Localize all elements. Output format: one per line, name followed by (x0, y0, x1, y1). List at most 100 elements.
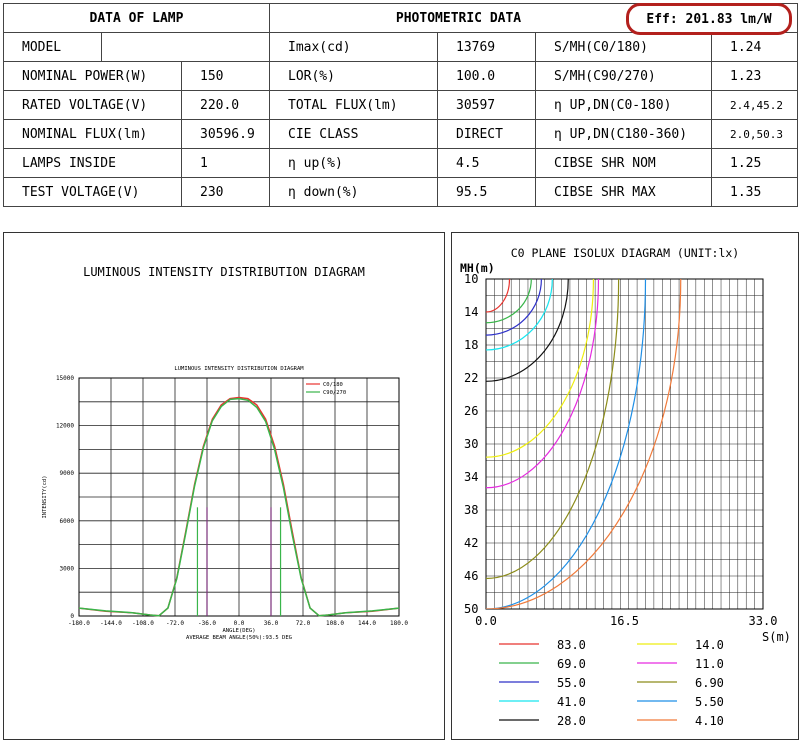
photo-value-2: 1.23 (710, 61, 799, 91)
y-tick-label: 38 (464, 503, 478, 517)
x-tick-label: -72.0 (166, 620, 184, 627)
legend-label: 14.0 (695, 638, 724, 652)
y-tick-label: 26 (464, 404, 478, 418)
chart-title: LUMINOUS INTENSITY DISTRIBUTION DIAGRAM (83, 265, 365, 279)
legend-label: 6.90 (695, 676, 724, 690)
photo-value: 100.0 (437, 61, 536, 91)
isolux-curve-11.0 (486, 279, 600, 489)
y-tick-label: 18 (464, 338, 478, 352)
photo-label: LOR(%) (269, 61, 438, 91)
lamp-value: 220.0 (181, 90, 270, 120)
photo-label-2: η UP,DN(C180-360) (535, 119, 712, 149)
x-tick-label: 72.0 (296, 620, 311, 627)
x-tick-label: -180.0 (68, 620, 90, 627)
photo-label-2: S/MH(C90/270) (535, 61, 712, 91)
x-axis-label: ANGLE(DEG) (222, 628, 255, 634)
photo-value-2: 1.24 (710, 32, 799, 62)
legend-label: 69.0 (557, 657, 586, 671)
legend-label: 28.0 (557, 714, 586, 728)
lamp-data-header: DATA OF LAMP (3, 3, 270, 33)
legend-label: 4.10 (695, 714, 724, 728)
photometric-spec-table: DATA OF LAMP PHOTOMETRIC DATA MODEL Imax… (3, 3, 799, 207)
photo-value: 4.5 (437, 148, 536, 178)
isolux-curve-28.0 (486, 279, 569, 382)
legend-label: 5.50 (695, 695, 724, 709)
photo-value-2: 2.0,50.3 (710, 119, 799, 149)
photo-value: DIRECT (437, 119, 536, 149)
x-tick-label: -108.0 (132, 620, 154, 627)
intensity-distribution-panel: LUMINOUS INTENSITY DISTRIBUTION DIAGRAM L… (3, 232, 445, 740)
isolux-curve-83.0 (486, 279, 511, 313)
table-row: NOMINAL FLUX(lm) 30596.9 CIE CLASS DIREC… (3, 119, 799, 149)
x-axis-label: S(m) (762, 630, 791, 644)
isolux-curve-6.90 (486, 279, 620, 580)
isolux-curve-14.0 (486, 279, 595, 458)
y-tick-label: 6000 (60, 518, 75, 525)
y-tick-label: 42 (464, 536, 478, 550)
photometric-data-header: PHOTOMETRIC DATA (268, 3, 799, 33)
y-axis-label: INTENSITY(cd) (42, 475, 48, 518)
photo-label-2: CIBSE SHR MAX (535, 177, 712, 207)
photo-label: CIE CLASS (269, 119, 438, 149)
photo-value: 13769 (437, 32, 536, 62)
y-tick-label: 15000 (56, 375, 74, 382)
isolux-curve-41.0 (486, 279, 553, 351)
lamp-value (101, 32, 270, 62)
table-row: NOMINAL POWER(W) 150 LOR(%) 100.0 S/MH(C… (3, 61, 799, 91)
table-row: MODEL Imax(cd) 13769 S/MH(C0/180) 1.24 (3, 32, 799, 62)
lamp-value: 30596.9 (181, 119, 270, 149)
y-tick-label: 9000 (60, 470, 75, 477)
legend-label: 55.0 (557, 676, 586, 690)
table-row: RATED VOLTAGE(V) 220.0 TOTAL FLUX(lm) 30… (3, 90, 799, 120)
chart-inner-title: LUMINOUS INTENSITY DISTRIBUTION DIAGRAM (174, 366, 304, 372)
lamp-label: LAMPS INSIDE (3, 148, 182, 178)
photo-label: Imax(cd) (269, 32, 438, 62)
intensity-distribution-chart: LUMINOUS INTENSITY DISTRIBUTION DIAGRAM L… (42, 265, 408, 641)
y-tick-label: 46 (464, 569, 478, 583)
lamp-label: NOMINAL POWER(W) (3, 61, 182, 91)
beam-angle-note: AVERAGE BEAM ANGLE(50%):93.5 DEG (186, 635, 292, 641)
x-tick-label: 180.0 (390, 620, 408, 627)
x-tick-label: -36.0 (198, 620, 216, 627)
photo-label-2: S/MH(C0/180) (535, 32, 712, 62)
y-tick-label: 22 (464, 371, 478, 385)
plot-frame (485, 278, 764, 610)
photo-value-2: 1.35 (710, 177, 799, 207)
y-tick-label: 12000 (56, 423, 74, 430)
photo-value-2: 1.25 (710, 148, 799, 178)
table-row: LAMPS INSIDE 1 η up(%) 4.5 CIBSE SHR NOM… (3, 148, 799, 178)
y-tick-label: 10 (464, 272, 478, 286)
chart-title: C0 PLANE ISOLUX DIAGRAM (UNIT:lx) (511, 246, 739, 260)
lamp-label: MODEL (3, 32, 102, 62)
isolux-curve-5.50 (486, 279, 647, 609)
x-tick-label: 108.0 (326, 620, 344, 627)
isolux-curve-69.0 (486, 279, 532, 324)
y-tick-label: 30 (464, 437, 478, 451)
photo-value-2: 2.4,45.2 (710, 90, 799, 120)
isolux-diagram-panel: C0 PLANE ISOLUX DIAGRAM (UNIT:lx) MH(m) S(… (451, 232, 799, 740)
legend-label: 83.0 (557, 638, 586, 652)
efficiency-badge: Eff: 201.83 lm/W (626, 3, 792, 35)
plot-frame (78, 377, 400, 617)
photo-label-2: CIBSE SHR NOM (535, 148, 712, 178)
legend-label: C0/180 (323, 382, 343, 388)
y-axis-label: MH(m) (460, 261, 495, 275)
lamp-value: 150 (181, 61, 270, 91)
y-tick-label: 14 (464, 305, 478, 319)
y-tick-label: 50 (464, 602, 478, 616)
x-tick-label: 144.0 (358, 620, 376, 627)
lamp-value: 1 (181, 148, 270, 178)
y-tick-label: 3000 (60, 565, 75, 572)
lamp-value: 230 (181, 177, 270, 207)
x-tick-label: 0.0 (475, 614, 497, 628)
series-line-C90-270 (78, 397, 400, 617)
x-tick-label: -144.0 (100, 620, 122, 627)
legend-label: C90/270 (323, 390, 346, 396)
x-tick-label: 0.0 (234, 620, 245, 627)
photo-label: η up(%) (269, 148, 438, 178)
photo-value: 95.5 (437, 177, 536, 207)
x-tick-label: 36.0 (264, 620, 279, 627)
isolux-curve-4.10 (486, 279, 682, 609)
x-tick-label: 16.5 (610, 614, 639, 628)
isolux-diagram-chart: C0 PLANE ISOLUX DIAGRAM (UNIT:lx) MH(m) S(… (460, 246, 791, 728)
